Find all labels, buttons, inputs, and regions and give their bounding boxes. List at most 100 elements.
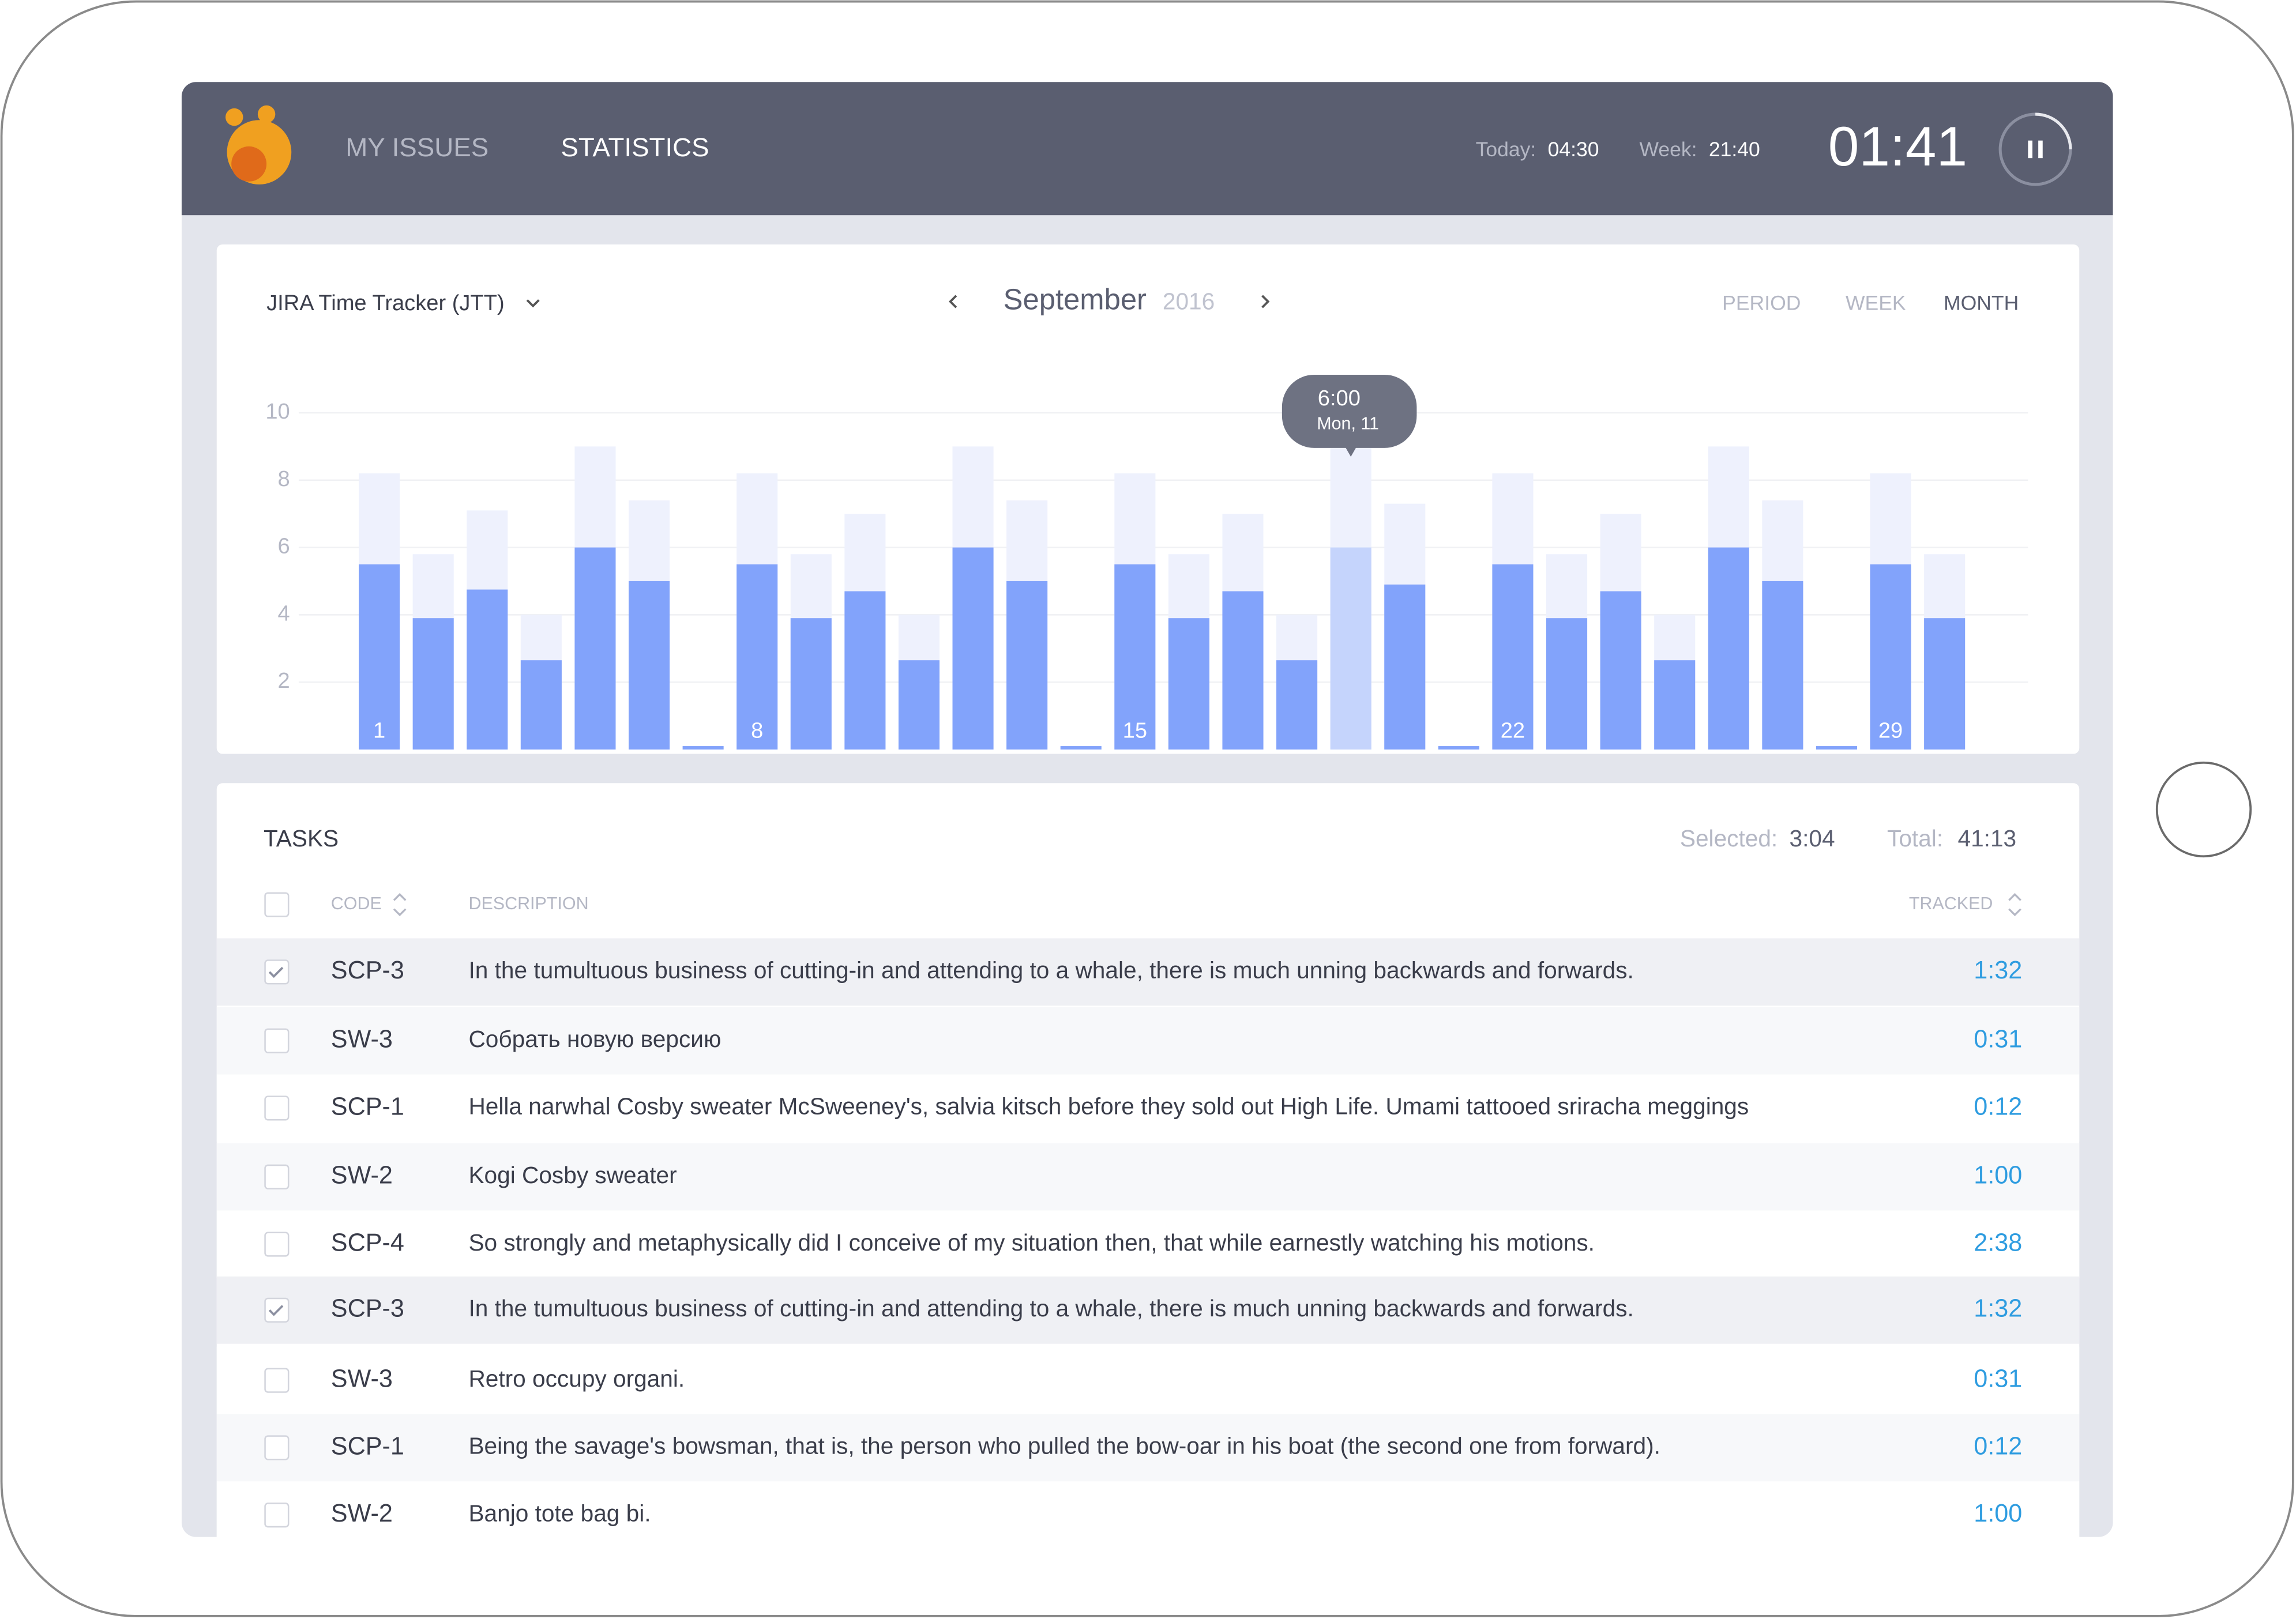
bar xyxy=(467,589,508,750)
x-tick-label: 1 xyxy=(373,719,385,743)
next-month[interactable] xyxy=(1261,295,1270,308)
week-value: 21:40 xyxy=(1709,138,1760,161)
pause-icon xyxy=(2038,140,2043,159)
nav-tab-active[interactable]: STATISTICS xyxy=(561,133,709,162)
x-tick-label: 15 xyxy=(1123,719,1147,743)
bar xyxy=(1060,746,1102,750)
logo-part xyxy=(231,146,267,182)
bar xyxy=(1708,547,1749,750)
checkbox[interactable] xyxy=(264,1028,290,1053)
bar xyxy=(412,618,454,750)
y-tick-label: 10 xyxy=(265,400,290,424)
bar xyxy=(1654,660,1696,750)
prev-month[interactable] xyxy=(949,295,957,308)
project-select[interactable]: JIRA Time Tracker (JTT) xyxy=(266,291,505,315)
task-code: SW-3 xyxy=(331,1026,393,1053)
year: 2016 xyxy=(1163,288,1215,314)
bar xyxy=(628,581,670,750)
task-description: Собрать новую версию xyxy=(468,1026,721,1052)
checkbox[interactable] xyxy=(264,1368,290,1393)
dropdown-caret[interactable] xyxy=(526,299,540,308)
task-description: Being the savage's bowsman, that is, the… xyxy=(468,1433,1660,1459)
week-label: Week: xyxy=(1640,138,1697,161)
bar xyxy=(952,547,994,750)
logo-ear xyxy=(257,105,276,123)
task-code: SCP-3 xyxy=(331,957,404,984)
task-code: SW-3 xyxy=(331,1365,393,1393)
bar xyxy=(1762,581,1803,750)
sort-icon[interactable] xyxy=(2008,893,2021,917)
checkmark xyxy=(268,1305,284,1316)
bar xyxy=(1222,591,1264,750)
bar xyxy=(1330,547,1371,750)
x-tick-label: 22 xyxy=(1501,719,1525,743)
bar xyxy=(1546,618,1588,750)
month: September xyxy=(1004,283,1147,315)
bar xyxy=(736,564,778,750)
checkbox[interactable] xyxy=(264,1095,290,1121)
bar xyxy=(1492,564,1534,750)
bar xyxy=(682,746,724,750)
nav-tab[interactable]: MY ISSUES xyxy=(345,133,488,162)
task-description: Banjo tote bag bi. xyxy=(468,1500,651,1526)
task-tracked: 1:32 xyxy=(1974,1295,2022,1323)
task-row[interactable] xyxy=(216,1007,2080,1075)
sort-icon[interactable] xyxy=(393,893,407,917)
checkbox[interactable] xyxy=(264,1232,290,1257)
x-tick-label: 8 xyxy=(751,719,763,743)
timer-progress xyxy=(2035,112,2072,150)
y-tick-label: 2 xyxy=(278,669,290,693)
task-description: Retro occupy organi. xyxy=(468,1365,685,1392)
x-tick-label: 29 xyxy=(1878,719,1903,743)
column-header: DESCRIPTION xyxy=(468,894,588,913)
period-tab[interactable]: WEEK xyxy=(1846,291,1906,314)
column-header[interactable]: TRACKED xyxy=(1909,894,1993,913)
bar xyxy=(574,547,616,750)
task-code: SCP-1 xyxy=(331,1093,404,1120)
task-description: In the tumultuous business of cutting-in… xyxy=(468,957,1633,984)
bar xyxy=(844,591,886,750)
bar xyxy=(1816,746,1858,750)
checkbox[interactable] xyxy=(264,892,290,917)
checkbox[interactable] xyxy=(264,1435,290,1460)
task-code: SW-2 xyxy=(331,1500,393,1527)
bar xyxy=(1168,618,1209,750)
task-tracked: 0:31 xyxy=(1974,1026,2022,1053)
bar xyxy=(790,618,832,750)
today-value: 04:30 xyxy=(1548,138,1599,161)
logo-ear xyxy=(226,108,243,126)
task-row[interactable] xyxy=(216,1074,2080,1142)
task-code: SCP-3 xyxy=(331,1295,404,1323)
period-tab[interactable]: PERIOD xyxy=(1722,291,1801,314)
selected-value: 3:04 xyxy=(1790,825,1835,852)
task-description: So strongly and metaphysically did I con… xyxy=(468,1229,1595,1256)
tasks-title: TASKS xyxy=(264,825,339,852)
bar xyxy=(1384,584,1426,750)
task-row[interactable] xyxy=(216,1346,2080,1414)
task-tracked: 0:31 xyxy=(1974,1365,2022,1393)
checkbox[interactable] xyxy=(264,1503,290,1528)
task-row[interactable] xyxy=(216,1143,2080,1211)
task-tracked: 2:38 xyxy=(1974,1229,2022,1256)
period-tab[interactable]: MONTH xyxy=(1944,291,2019,314)
task-row[interactable] xyxy=(216,1276,2080,1344)
total-value: 41:13 xyxy=(1958,825,2017,852)
total-label: Total: xyxy=(1887,825,1943,852)
column-header[interactable]: CODE xyxy=(331,894,382,913)
task-row[interactable] xyxy=(216,1481,2080,1549)
task-row[interactable] xyxy=(216,1414,2080,1482)
y-tick-label: 8 xyxy=(278,467,290,491)
checkbox[interactable] xyxy=(264,1164,290,1189)
task-row[interactable] xyxy=(216,938,2080,1006)
header-bar xyxy=(181,82,2113,216)
task-code: SW-2 xyxy=(331,1162,393,1189)
task-row[interactable] xyxy=(216,1210,2080,1278)
bar xyxy=(898,660,940,750)
checkmark xyxy=(268,966,284,978)
pause-icon xyxy=(2028,140,2032,159)
task-code: SCP-1 xyxy=(331,1432,404,1460)
home-button[interactable] xyxy=(2155,761,2252,858)
task-description: In the tumultuous business of cutting-in… xyxy=(468,1295,1633,1321)
